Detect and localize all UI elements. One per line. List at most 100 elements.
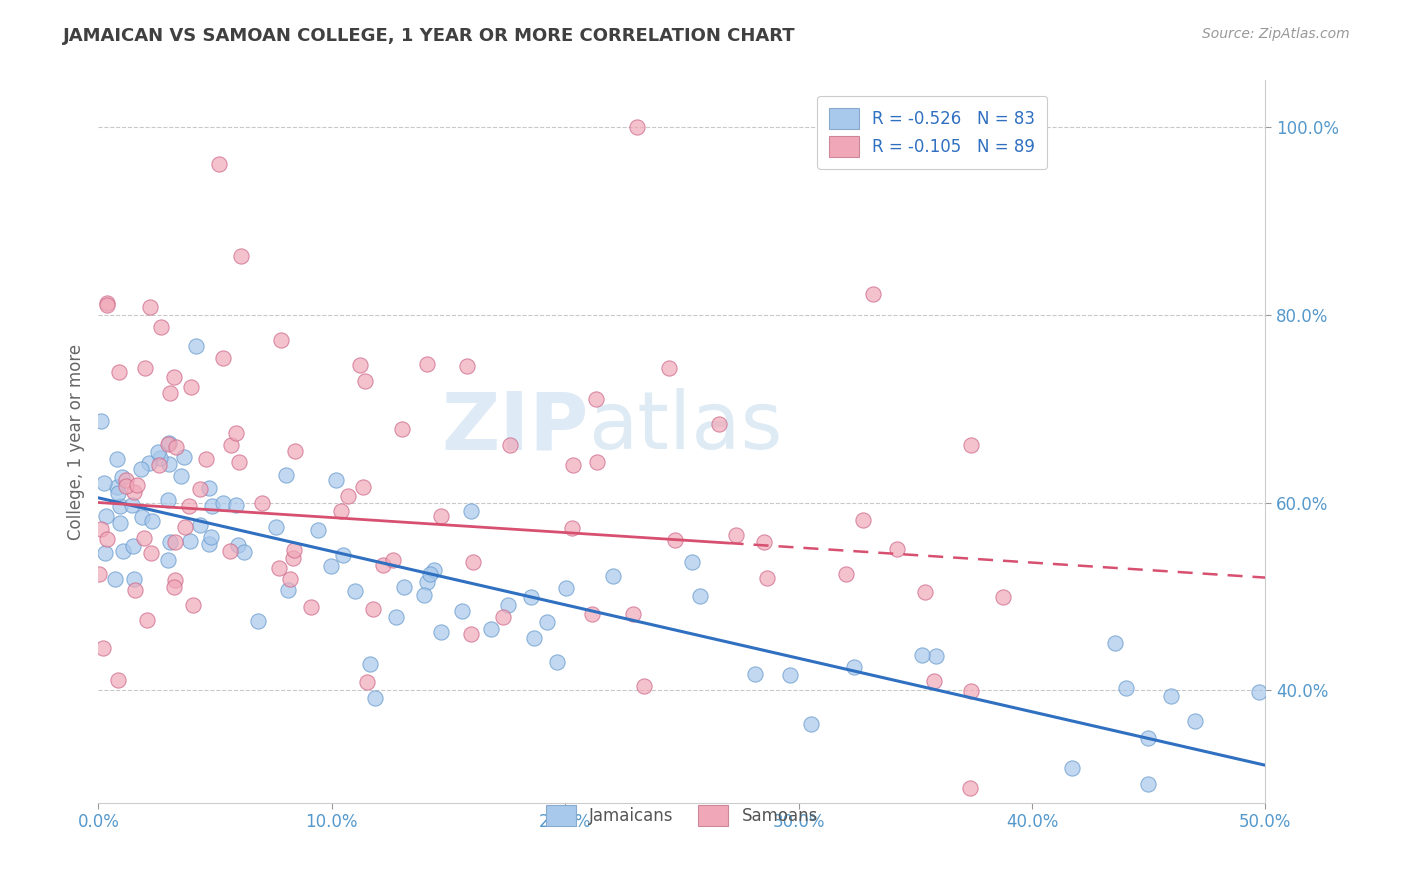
Point (281, 550, 304, 565)
Point (122, 485, 145, 500)
Point (173, 450, 195, 464)
Point (633, 679, 655, 693)
Point (179, 533, 201, 548)
Point (188, 517, 211, 532)
Point (139, 300, 162, 314)
Point (1060, 761, 1083, 775)
Point (174, 519, 197, 533)
Point (90, 522, 112, 536)
Point (416, 357, 439, 371)
Point (1160, 689, 1182, 703)
Point (960, 684, 983, 698)
Point (112, 544, 135, 558)
Point (93, 475, 115, 490)
Point (862, 287, 884, 301)
Point (232, 544, 254, 558)
Point (581, 607, 603, 622)
Point (114, 479, 136, 493)
Point (373, 558, 395, 572)
Point (391, 422, 413, 436)
Point (218, 543, 240, 558)
Point (132, 531, 155, 545)
Point (724, 528, 747, 542)
Point (108, 499, 131, 513)
Point (212, 351, 235, 366)
Point (87, 567, 110, 582)
Point (264, 520, 287, 534)
Point (456, 359, 478, 374)
Point (228, 455, 250, 469)
Point (157, 437, 180, 451)
Point (252, 496, 274, 510)
Point (125, 477, 148, 491)
Point (156, 493, 179, 508)
Point (756, 571, 779, 585)
Point (195, 452, 218, 467)
Point (267, 561, 290, 575)
Point (993, 590, 1015, 604)
Point (392, 580, 415, 594)
Point (104, 572, 127, 586)
Point (430, 508, 453, 523)
Point (523, 631, 546, 645)
Point (354, 374, 377, 388)
Point (307, 523, 329, 537)
Point (499, 438, 522, 452)
Point (356, 674, 378, 689)
Point (336, 489, 359, 503)
Legend: Jamaicans, Samoans: Jamaicans, Samoans (534, 793, 830, 838)
Point (382, 553, 405, 567)
Point (621, 607, 644, 621)
Point (277, 582, 299, 597)
Point (111, 470, 134, 484)
Point (352, 480, 374, 494)
Point (925, 649, 948, 664)
Point (105, 451, 128, 466)
Point (325, 473, 347, 487)
Point (835, 567, 858, 582)
Point (585, 392, 607, 406)
Point (413, 588, 436, 602)
Point (159, 534, 181, 549)
Point (423, 563, 446, 577)
Point (163, 370, 186, 384)
Point (364, 691, 387, 706)
Point (148, 445, 170, 459)
Point (886, 541, 908, 556)
Point (385, 610, 408, 624)
Point (520, 591, 543, 605)
Point (658, 360, 681, 375)
Point (188, 482, 211, 496)
Point (179, 499, 201, 513)
Point (416, 574, 439, 589)
Point (1115, 681, 1137, 696)
Point (276, 468, 298, 483)
Point (148, 458, 170, 472)
Point (96, 532, 118, 546)
Text: JAMAICAN VS SAMOAN COLLEGE, 1 YEAR OR MORE CORRELATION CHART: JAMAICAN VS SAMOAN COLLEGE, 1 YEAR OR MO… (63, 27, 796, 45)
Point (299, 600, 322, 615)
Point (141, 514, 163, 528)
Point (184, 339, 207, 353)
Point (707, 417, 730, 432)
Point (585, 455, 607, 469)
Point (463, 555, 485, 569)
Point (460, 504, 482, 518)
Text: Source: ZipAtlas.com: Source: ZipAtlas.com (1202, 27, 1350, 41)
Point (914, 585, 936, 599)
Point (121, 540, 143, 554)
Point (108, 366, 131, 380)
Point (157, 553, 180, 567)
Point (562, 458, 585, 472)
Point (225, 498, 247, 512)
Point (105, 480, 128, 494)
Point (225, 426, 247, 441)
Point (149, 451, 172, 466)
Point (602, 569, 624, 583)
Point (1137, 777, 1160, 791)
Point (744, 666, 766, 681)
Point (922, 673, 945, 688)
Point (555, 581, 578, 595)
Point (94, 546, 117, 560)
Point (460, 626, 482, 640)
